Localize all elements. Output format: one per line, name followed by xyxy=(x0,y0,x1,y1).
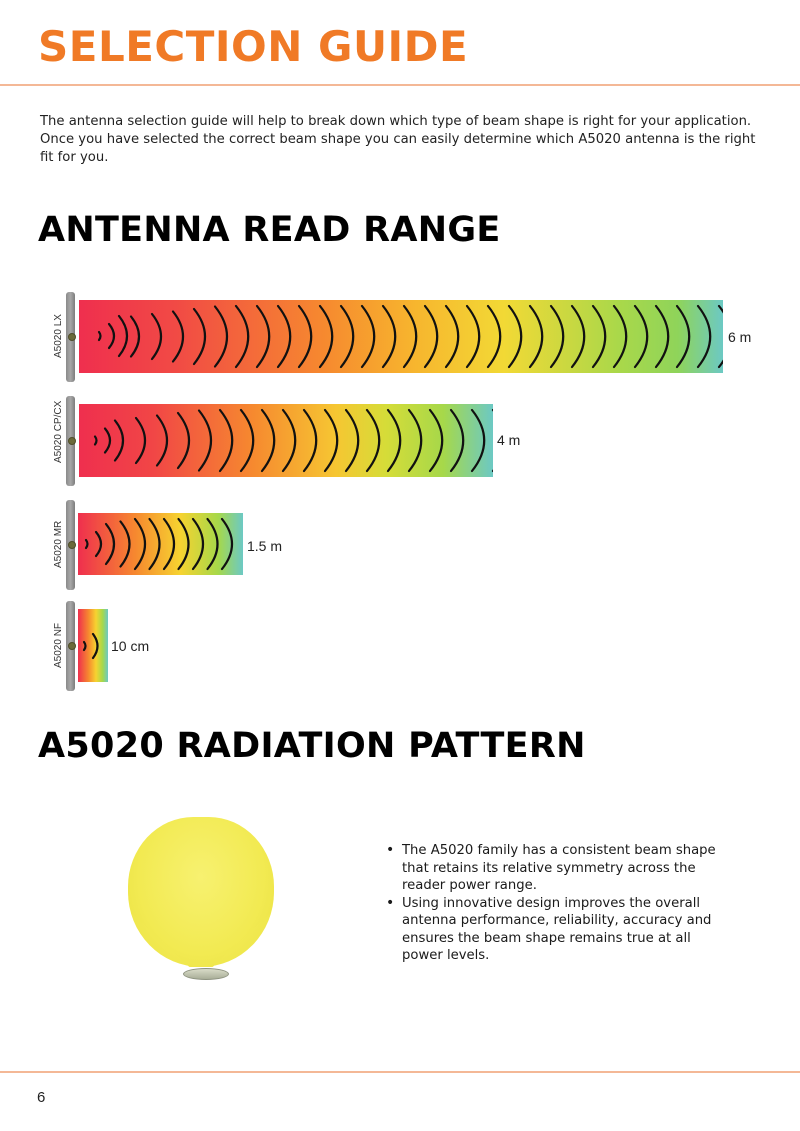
model-label: A5020 CP/CX xyxy=(53,400,64,463)
header-divider xyxy=(0,84,800,86)
antenna-connector-icon xyxy=(68,541,76,549)
footer-divider xyxy=(0,1071,800,1073)
antenna-connector-icon xyxy=(68,642,76,650)
antenna-connector-icon xyxy=(68,437,76,445)
antenna-base-icon xyxy=(183,968,229,980)
range-bar-nf xyxy=(78,609,108,682)
intro-paragraph: The antenna selection guide will help to… xyxy=(40,114,756,165)
range-value: 6 m xyxy=(728,329,752,345)
read-range-heading: ANTENNA READ RANGE xyxy=(38,210,501,250)
page-title: SELECTION GUIDE xyxy=(38,22,469,71)
radiation-pattern-balloon-illustration xyxy=(125,815,285,985)
range-value: 1.5 m xyxy=(247,538,283,554)
range-bar-mr xyxy=(78,513,243,575)
wave-arcs-icon xyxy=(82,632,99,660)
model-label: A5020 NF xyxy=(53,622,64,668)
radiation-pattern-heading: A5020 RADIATION PATTERN xyxy=(38,726,586,766)
page-number: 6 xyxy=(37,1089,46,1106)
wave-arcs-icon xyxy=(93,408,493,473)
radiation-bullet-list: The A5020 family has a consistent beam s… xyxy=(385,842,735,965)
antenna-connector-icon xyxy=(68,333,76,341)
model-label: A5020 LX xyxy=(53,314,64,358)
range-value: 4 m xyxy=(497,432,521,448)
range-value: 10 cm xyxy=(111,638,150,654)
wave-arcs-icon xyxy=(84,517,234,571)
wave-arcs-icon xyxy=(97,304,723,369)
bullet-item: Using innovative design improves the ove… xyxy=(385,895,735,965)
range-bar-cpcx xyxy=(79,404,493,477)
bullet-item: The A5020 family has a consistent beam s… xyxy=(385,842,735,895)
model-label: A5020 MR xyxy=(53,520,64,568)
range-bar-lx xyxy=(79,300,723,373)
